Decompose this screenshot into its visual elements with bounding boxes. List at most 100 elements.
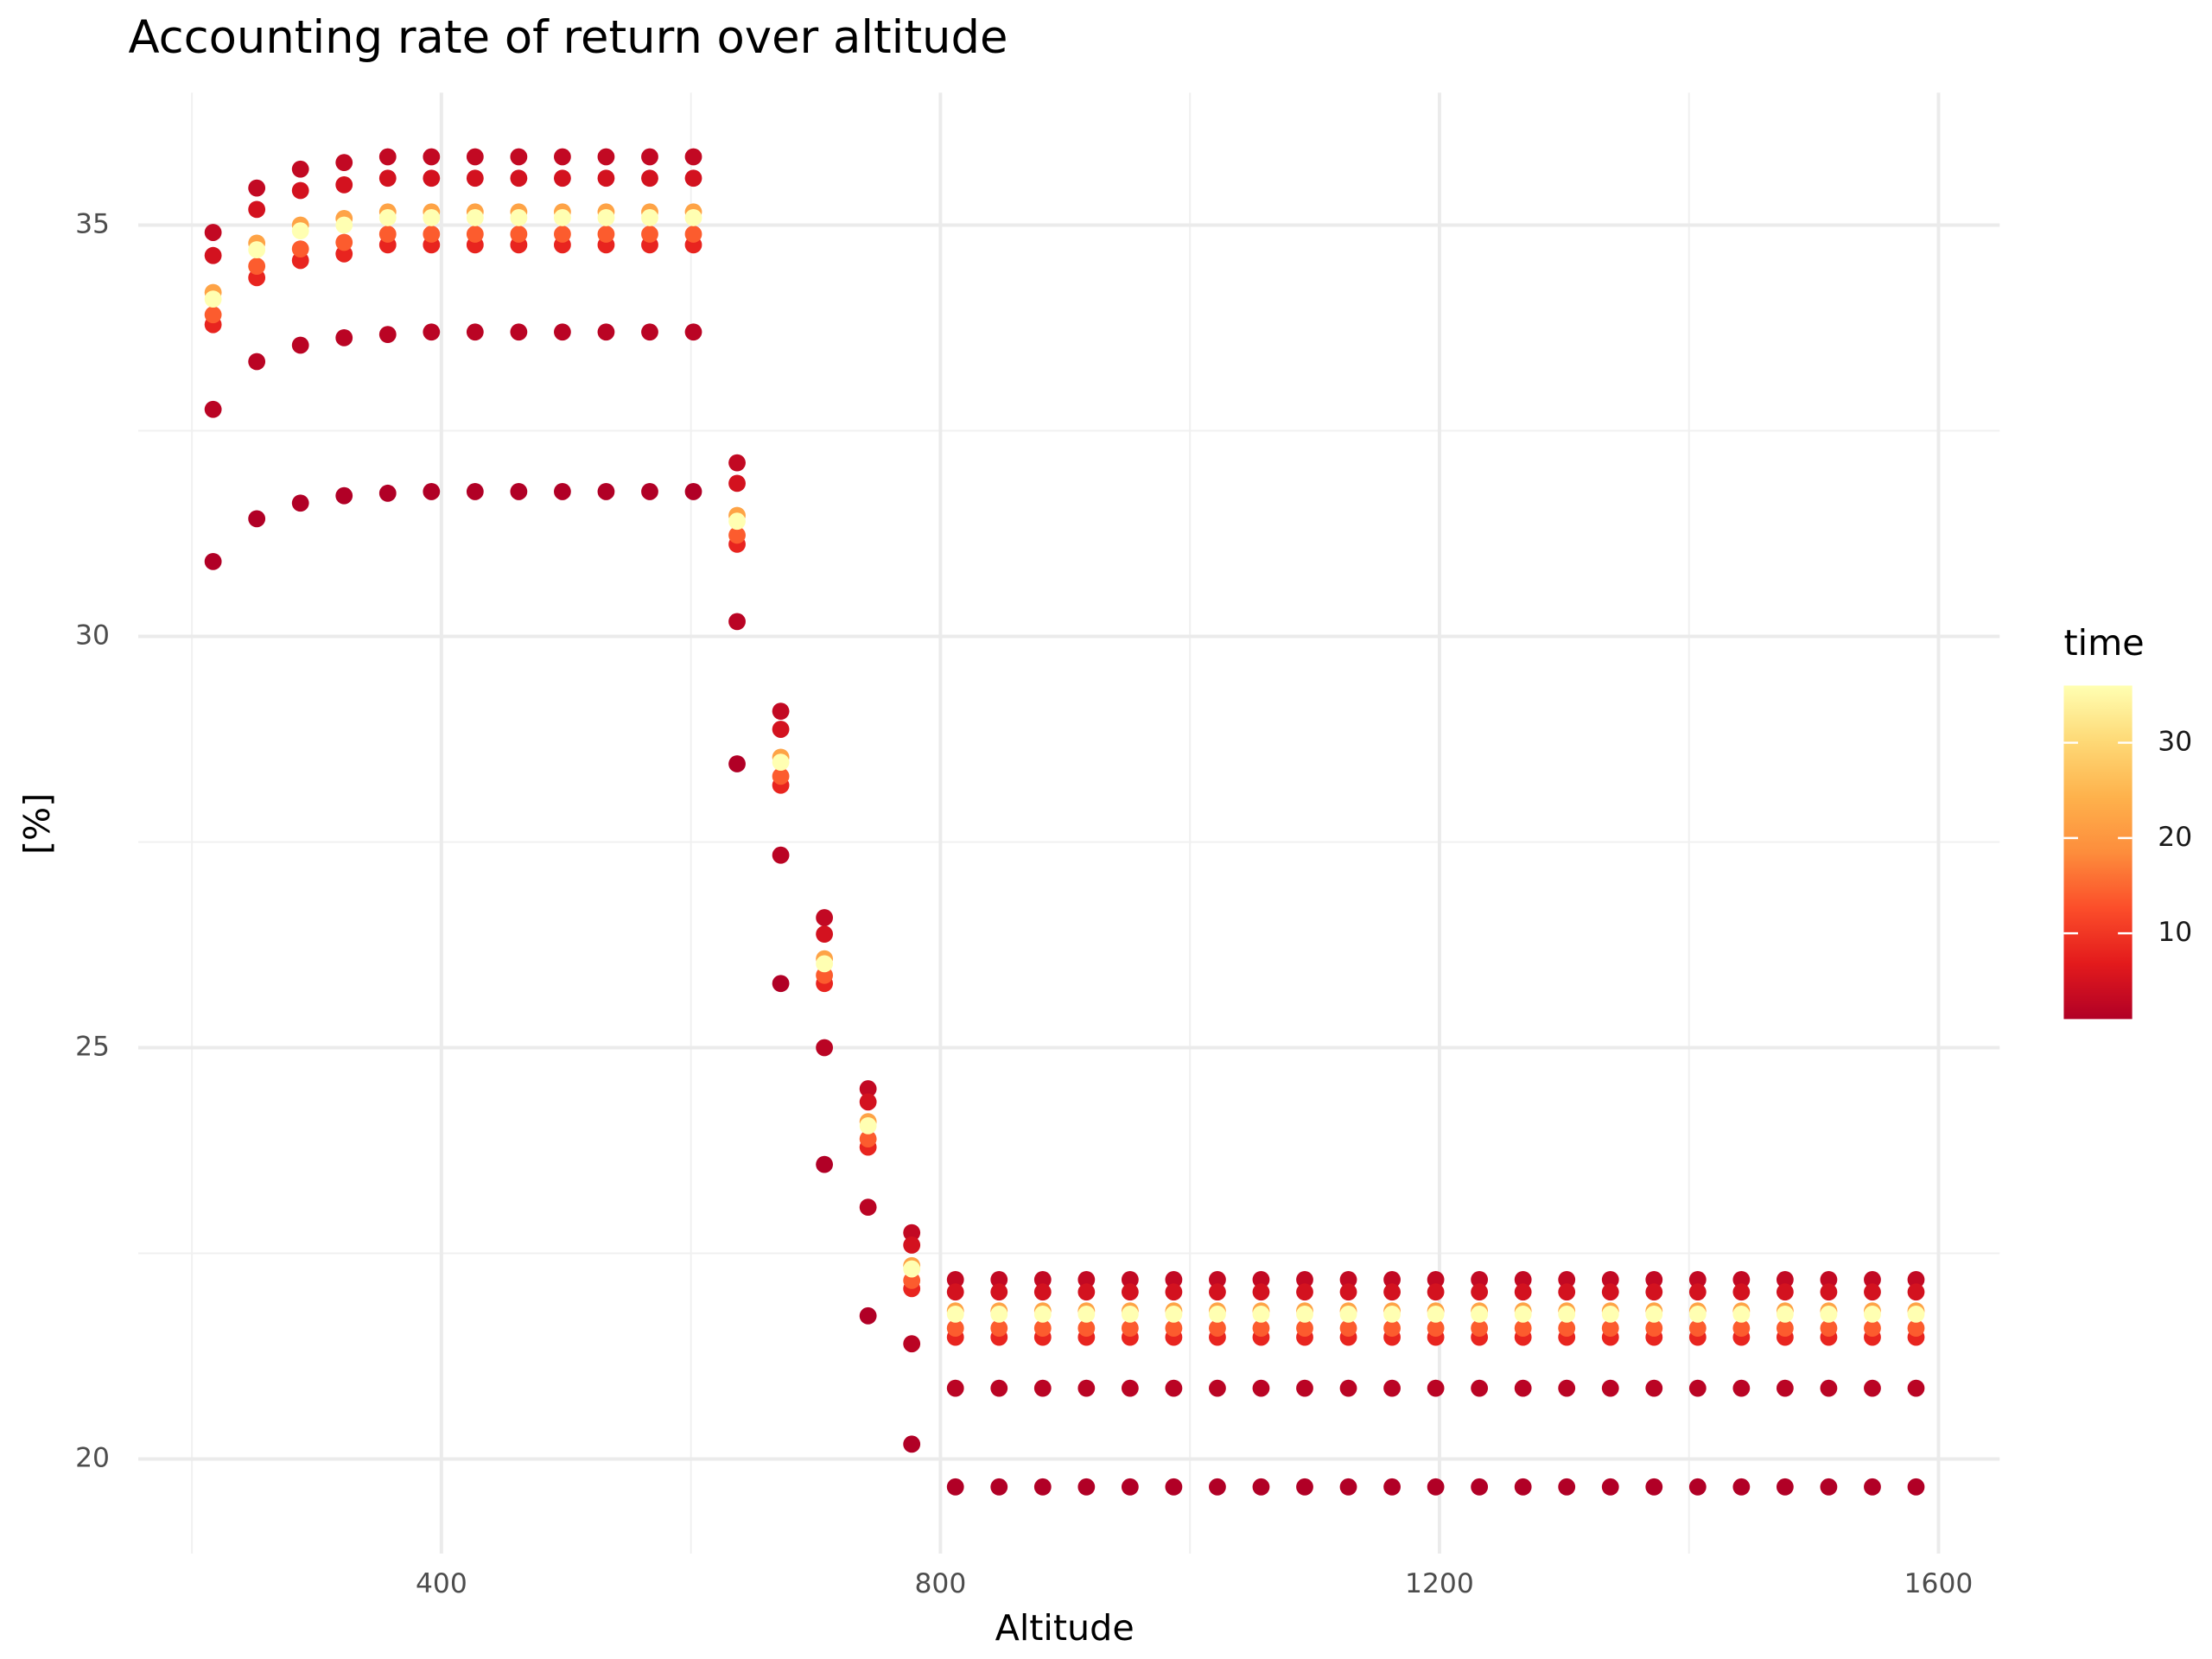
point <box>641 148 658 166</box>
point <box>597 209 615 226</box>
point <box>1732 1319 1751 1337</box>
point <box>466 483 484 500</box>
point <box>204 224 222 241</box>
point <box>248 353 266 371</box>
point <box>641 169 658 188</box>
point <box>1296 1306 1313 1323</box>
point <box>291 181 309 200</box>
y-tick-label: 25 <box>75 1031 110 1062</box>
point <box>1864 1478 1881 1496</box>
point <box>1033 1306 1052 1323</box>
point <box>1776 1319 1794 1337</box>
point <box>1077 1283 1096 1301</box>
point <box>1864 1379 1881 1397</box>
point <box>641 483 658 500</box>
point <box>378 326 397 343</box>
point <box>1121 1271 1139 1288</box>
colorbar-tick-label: 30 <box>2158 727 2192 758</box>
point <box>1688 1271 1707 1288</box>
point <box>946 1478 964 1496</box>
colorbar-tick-label: 10 <box>2158 917 2192 948</box>
point <box>859 1080 877 1097</box>
y-tick-label: 35 <box>75 208 110 239</box>
point <box>728 526 746 544</box>
point <box>466 226 484 243</box>
point <box>335 329 353 346</box>
grid <box>138 92 2000 1554</box>
point <box>1165 1283 1183 1301</box>
point <box>1688 1379 1707 1397</box>
x-tick-label: 1200 <box>1405 1568 1474 1599</box>
point <box>1339 1478 1357 1496</box>
point <box>1732 1478 1751 1496</box>
point <box>1339 1306 1357 1323</box>
point <box>597 323 615 341</box>
colorbar-tick-label: 20 <box>2158 822 2192 853</box>
point <box>772 975 790 993</box>
point <box>1121 1319 1139 1337</box>
point <box>1209 1319 1226 1337</box>
point <box>1601 1271 1619 1288</box>
point <box>641 226 658 243</box>
point <box>1688 1478 1707 1496</box>
point <box>1776 1271 1794 1288</box>
x-tick-label: 1600 <box>1904 1568 1974 1599</box>
point <box>816 1039 834 1057</box>
point <box>1558 1319 1576 1337</box>
point <box>1383 1283 1401 1301</box>
point <box>1907 1379 1925 1397</box>
point <box>248 510 266 528</box>
point <box>1252 1306 1270 1323</box>
point <box>1209 1478 1226 1496</box>
point <box>816 955 834 973</box>
point <box>423 226 441 243</box>
point <box>1033 1319 1052 1337</box>
point <box>554 323 571 341</box>
point <box>554 169 571 188</box>
point <box>1514 1271 1532 1288</box>
point <box>772 846 790 864</box>
point <box>1907 1319 1925 1337</box>
point <box>946 1283 964 1301</box>
point <box>1514 1319 1532 1337</box>
point <box>859 1130 877 1148</box>
point <box>1558 1379 1576 1397</box>
point <box>990 1271 1008 1288</box>
point <box>554 226 571 243</box>
point <box>378 484 397 502</box>
point <box>1601 1478 1619 1496</box>
point <box>1121 1379 1139 1397</box>
point <box>1209 1379 1226 1397</box>
point <box>1864 1319 1881 1337</box>
point <box>903 1236 921 1254</box>
point <box>1121 1306 1139 1323</box>
x-axis-label: Altitude <box>995 1607 1135 1649</box>
point <box>423 483 441 500</box>
point <box>1907 1283 1925 1301</box>
point <box>816 1155 834 1173</box>
point <box>859 1306 877 1325</box>
point <box>248 179 266 197</box>
point <box>1732 1271 1751 1288</box>
point <box>1776 1478 1794 1496</box>
point <box>684 169 702 188</box>
point <box>466 323 484 341</box>
point <box>728 512 746 531</box>
legend-title: time <box>2063 622 2144 664</box>
point <box>1296 1379 1313 1397</box>
point <box>1383 1306 1401 1323</box>
point <box>1033 1271 1052 1288</box>
x-tick-label: 800 <box>914 1568 966 1599</box>
point <box>597 483 615 500</box>
point <box>1427 1379 1445 1397</box>
point <box>1645 1478 1663 1496</box>
point <box>335 216 353 234</box>
point <box>1077 1319 1096 1337</box>
point <box>1209 1271 1226 1288</box>
point <box>946 1319 964 1337</box>
point <box>859 1198 877 1217</box>
point <box>1732 1283 1751 1301</box>
point <box>1383 1271 1401 1288</box>
colorbar <box>2063 685 2133 1020</box>
